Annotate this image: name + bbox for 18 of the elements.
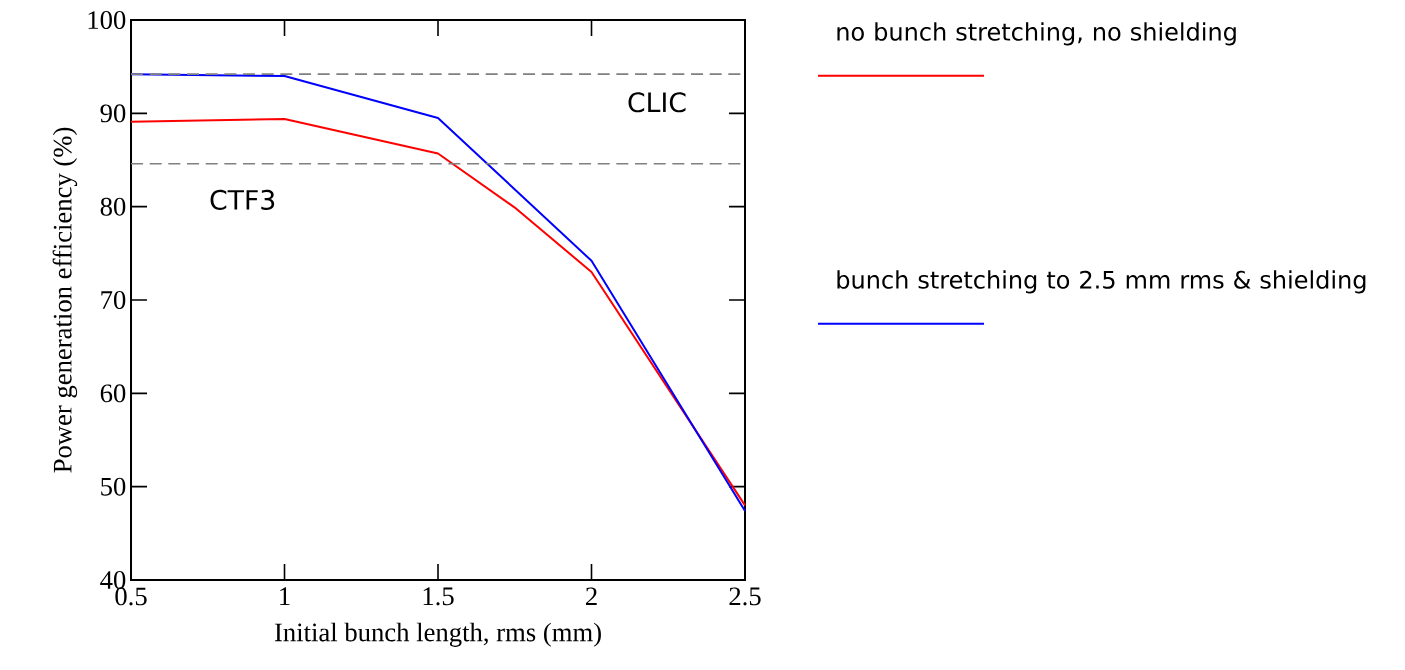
- y-tick-label: 50: [101, 477, 126, 496]
- x-tick-label: 2: [586, 587, 597, 606]
- y-tick-label: 80: [100, 197, 126, 216]
- ref-line-label: CTF3: [210, 189, 275, 210]
- x-tick-label: 2.5: [729, 587, 761, 606]
- x-tick-label: 0.5: [115, 587, 147, 606]
- x-tick-label: 1: [280, 587, 290, 605]
- y-tick-label: 100: [88, 11, 126, 29]
- y-tick-label: 60: [100, 384, 126, 403]
- text: bunch stretching to 2.5 mm rms & shielding: [837, 270, 1366, 294]
- ref-line-label: CLIC: [628, 92, 686, 113]
- y-tick-label: 90: [100, 104, 126, 123]
- y-axis-title: Power generation efficiency (%): [52, 127, 78, 473]
- text: no bunch stretching, no shielding: [837, 22, 1236, 46]
- y-tick-label: 40: [100, 571, 126, 589]
- x-axis-title: Initial bunch length, rms (mm): [274, 622, 601, 647]
- x-tick-label: 1.5: [423, 587, 454, 606]
- y-tick-label: 70: [101, 291, 126, 309]
